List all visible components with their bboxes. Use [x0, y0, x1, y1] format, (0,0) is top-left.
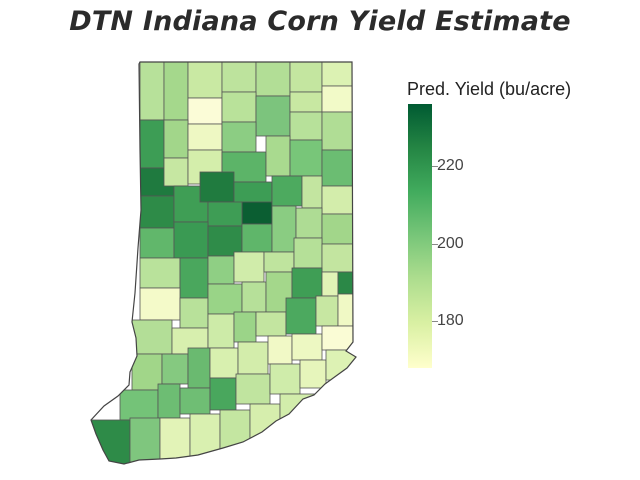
- legend-colorbar: [408, 104, 432, 368]
- county: [337, 293, 354, 327]
- county: [265, 135, 291, 177]
- county: [289, 111, 323, 141]
- county: [321, 62, 354, 87]
- county: [161, 353, 189, 385]
- county: [293, 237, 323, 269]
- county: [321, 213, 354, 245]
- legend-tick-label: 180: [437, 312, 464, 330]
- county: [173, 221, 209, 259]
- county: [221, 62, 257, 93]
- county: [189, 413, 221, 459]
- county: [163, 119, 189, 159]
- county: [179, 257, 209, 299]
- county: [207, 313, 235, 349]
- county: [301, 175, 323, 209]
- county: [179, 387, 211, 415]
- county: [235, 373, 271, 405]
- county: [289, 62, 323, 93]
- county: [139, 287, 181, 321]
- county: [221, 91, 257, 123]
- legend-tick-label: 220: [437, 157, 464, 175]
- county: [241, 281, 267, 313]
- county: [233, 311, 257, 343]
- county: [139, 195, 175, 229]
- county: [209, 347, 239, 379]
- county: [139, 227, 175, 259]
- county: [321, 243, 354, 273]
- county: [337, 271, 354, 295]
- county: [187, 347, 211, 389]
- county: [187, 123, 223, 151]
- legend-tick: [432, 243, 438, 245]
- county: [271, 175, 303, 207]
- county: [269, 363, 301, 395]
- county: [139, 119, 165, 169]
- county: [249, 403, 281, 449]
- county: [207, 225, 243, 257]
- county: [237, 341, 269, 375]
- county: [315, 295, 339, 327]
- county: [291, 267, 323, 299]
- county: [321, 85, 354, 113]
- county: [139, 62, 165, 121]
- county: [221, 121, 257, 153]
- county: [187, 97, 223, 125]
- county: [157, 383, 181, 419]
- county: [289, 139, 323, 177]
- county: [321, 325, 354, 351]
- county: [241, 223, 273, 253]
- county: [163, 62, 189, 121]
- legend-tick-label: 200: [437, 234, 464, 252]
- county: [129, 417, 161, 463]
- county: [241, 201, 273, 225]
- county: [255, 95, 291, 137]
- county: [291, 333, 323, 361]
- county: [263, 251, 295, 273]
- map-title: DTN Indiana Corn Yield Estimate: [69, 6, 571, 37]
- county: [295, 207, 323, 239]
- county: [321, 271, 339, 297]
- county: [321, 185, 354, 215]
- legend-title: Pred. Yield (bu/acre): [407, 79, 572, 99]
- county: [233, 251, 265, 283]
- county: [267, 335, 293, 365]
- county: [255, 311, 287, 337]
- county: [209, 377, 237, 411]
- county: [187, 62, 223, 99]
- county: [207, 283, 243, 315]
- legend-tick: [432, 321, 438, 323]
- county: [131, 353, 163, 391]
- county: [299, 359, 327, 389]
- county: [321, 111, 354, 151]
- county: [179, 297, 209, 329]
- county: [119, 389, 159, 421]
- county: [289, 91, 323, 113]
- county: [91, 419, 131, 464]
- county: [285, 297, 317, 335]
- county: [207, 201, 243, 227]
- county: [159, 417, 191, 463]
- county: [163, 157, 189, 187]
- county: [131, 319, 173, 355]
- county: [321, 149, 354, 187]
- legend-tick: [432, 166, 438, 168]
- county: [255, 62, 291, 97]
- county: [199, 171, 235, 203]
- state-outline: [90, 61, 357, 465]
- county: [139, 257, 181, 289]
- county: [271, 205, 297, 253]
- county: [207, 255, 235, 285]
